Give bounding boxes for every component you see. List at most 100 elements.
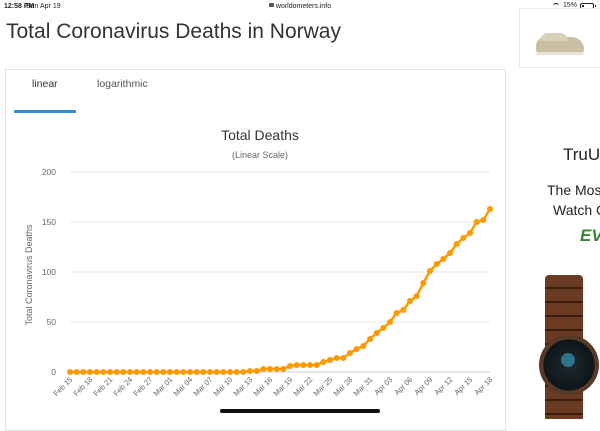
data-point[interactable] <box>193 369 200 375</box>
data-point[interactable] <box>240 369 247 375</box>
data-point[interactable] <box>140 369 147 375</box>
battery-percent: 15% <box>562 2 577 9</box>
data-point[interactable] <box>387 319 393 325</box>
data-point[interactable] <box>87 369 93 375</box>
grid-lines <box>70 171 490 373</box>
data-point[interactable] <box>300 362 307 368</box>
data-point[interactable] <box>440 256 447 262</box>
ad-banner-shoe[interactable] <box>519 8 600 68</box>
data-point[interactable] <box>200 369 207 375</box>
data-point[interactable] <box>147 369 153 375</box>
x-tick-label: Mar 04 <box>172 375 195 398</box>
data-point[interactable] <box>153 369 160 375</box>
data-point[interactable] <box>100 369 107 375</box>
x-tick-label: Feb 15 <box>52 375 75 398</box>
data-point[interactable] <box>460 235 467 241</box>
data-point[interactable] <box>167 369 173 375</box>
data-point[interactable] <box>227 369 233 375</box>
x-tick-label: Mar 22 <box>292 375 315 398</box>
x-tick-label: Feb 24 <box>112 375 135 398</box>
data-point[interactable] <box>160 369 167 375</box>
url-text: worldometers.info <box>275 3 332 10</box>
data-point[interactable] <box>107 369 113 375</box>
status-time: 12:58 PM <box>4 3 35 10</box>
data-point[interactable] <box>353 346 360 352</box>
data-point[interactable] <box>360 343 367 349</box>
data-point[interactable] <box>253 368 260 374</box>
data-point[interactable] <box>393 310 400 316</box>
data-point[interactable] <box>347 350 353 356</box>
y-tick-label: 50 <box>47 317 57 327</box>
data-point[interactable] <box>67 369 73 375</box>
data-point[interactable] <box>293 362 300 368</box>
data-point[interactable] <box>207 369 213 375</box>
data-point[interactable] <box>480 217 487 223</box>
data-point[interactable] <box>427 268 433 274</box>
x-tick-label: Mar 01 <box>152 375 175 398</box>
x-tick-label: Mar 25 <box>312 375 335 398</box>
data-point[interactable] <box>267 366 273 372</box>
data-point[interactable] <box>220 369 227 375</box>
tab-logarithmic[interactable]: logarithmic <box>97 78 148 90</box>
data-point[interactable] <box>320 359 327 365</box>
data-point[interactable] <box>80 369 87 375</box>
watch-image <box>539 275 600 419</box>
x-tick-label: Feb 21 <box>92 375 115 398</box>
data-point[interactable] <box>133 369 140 375</box>
data-point[interactable] <box>453 241 460 247</box>
x-tick-label: Apr 06 <box>392 375 414 397</box>
data-point[interactable] <box>447 250 453 256</box>
deaths-chart: Total Deaths (Linear Scale) Total Corona… <box>24 127 494 398</box>
data-point[interactable] <box>213 369 220 375</box>
data-point[interactable] <box>373 330 380 336</box>
data-point[interactable] <box>233 369 240 375</box>
data-point[interactable] <box>247 368 253 374</box>
data-point[interactable] <box>287 363 293 369</box>
data-point[interactable] <box>407 298 413 304</box>
data-point[interactable] <box>187 369 193 375</box>
tab-linear[interactable]: linear <box>32 78 58 90</box>
series-line <box>70 208 492 374</box>
data-point[interactable] <box>420 280 427 286</box>
data-point[interactable] <box>313 362 320 368</box>
data-point[interactable] <box>340 355 347 361</box>
x-tick-label: Apr 18 <box>472 375 494 397</box>
lock-icon <box>268 3 274 8</box>
data-point[interactable] <box>333 355 340 361</box>
address-bar[interactable]: worldometers.info <box>0 3 600 10</box>
data-point[interactable] <box>413 293 420 299</box>
data-point[interactable] <box>260 366 267 372</box>
data-point[interactable] <box>280 366 287 372</box>
data-point[interactable] <box>120 369 127 375</box>
home-indicator[interactable] <box>220 409 380 413</box>
x-tick-label: Mar 28 <box>332 375 355 398</box>
data-point[interactable] <box>380 325 387 331</box>
data-point[interactable] <box>433 261 440 267</box>
x-tick-label: Feb 18 <box>72 375 95 398</box>
x-tick-label: Feb 27 <box>132 375 155 398</box>
data-point[interactable] <box>127 369 133 375</box>
data-point[interactable] <box>113 369 120 375</box>
data-point[interactable] <box>307 362 313 368</box>
data-point[interactable] <box>273 366 280 372</box>
data-point[interactable] <box>73 369 80 375</box>
x-tick-label: Apr 12 <box>432 375 454 397</box>
data-point[interactable] <box>367 336 373 342</box>
ad-headline-1: The Mos <box>547 182 600 198</box>
wifi-icon <box>551 2 560 9</box>
x-tick-label: Mar 10 <box>212 375 235 398</box>
data-point[interactable] <box>173 369 180 375</box>
data-point[interactable] <box>473 219 480 225</box>
ad-banner-watch[interactable]: TruU The Mos Watch C EV <box>519 140 600 419</box>
x-tick-label: Mar 07 <box>192 375 215 398</box>
series-points <box>67 206 493 375</box>
data-point[interactable] <box>487 206 493 212</box>
y-tick-label: 100 <box>42 267 56 277</box>
data-point[interactable] <box>327 357 333 363</box>
x-tick-label: Mar 19 <box>272 375 295 398</box>
data-point[interactable] <box>400 307 407 313</box>
page-title: Total Coronavirus Deaths in Norway <box>6 20 341 43</box>
data-point[interactable] <box>180 369 187 375</box>
data-point[interactable] <box>467 230 473 236</box>
data-point[interactable] <box>93 369 100 375</box>
